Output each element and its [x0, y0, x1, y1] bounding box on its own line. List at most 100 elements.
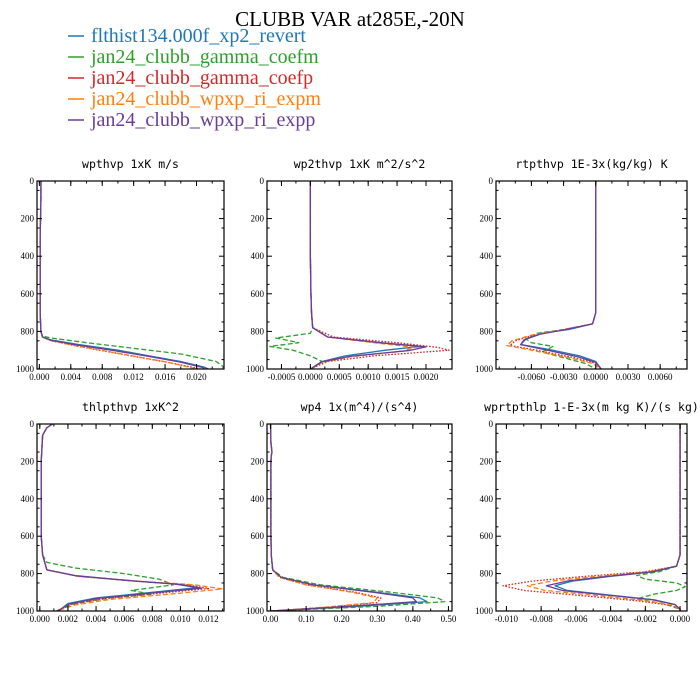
- panel-2: wp2thvp 1xK m^2/s^2 0 200 400 600 800 1000-0.0…: [246, 157, 453, 382]
- panel-title: wp2thvp 1xK m^2/s^2: [294, 157, 426, 171]
- y-tick-label: 400: [251, 494, 265, 504]
- x-tick-label: 0.30: [369, 614, 385, 624]
- plot-frame: [495, 423, 688, 612]
- plot-frame: [36, 180, 225, 370]
- series-line-5: [309, 181, 427, 369]
- y-tick-label: 800: [480, 569, 494, 579]
- x-tick-label: 0.40: [405, 614, 421, 624]
- plot-frame: [266, 180, 453, 370]
- x-tick-label: 0.0030: [616, 372, 641, 382]
- y-tick-label: 200: [480, 456, 494, 466]
- plot-frame: [266, 423, 453, 612]
- series-line-1: [39, 181, 209, 369]
- legend-entry: jan24_clubb_gamma_coefp: [68, 67, 313, 89]
- x-tick-label: 0.00: [263, 614, 279, 624]
- x-tick-label: 0.20: [334, 614, 350, 624]
- series-line-5: [40, 424, 203, 611]
- series-line-4: [526, 424, 681, 611]
- legend-entry: jan24_clubb_wpxp_ri_expp: [68, 109, 315, 131]
- x-tick-label: 0.000: [30, 614, 51, 624]
- y-tick-label: 600: [480, 531, 494, 541]
- plot-frame: [36, 423, 225, 612]
- y-tick-label: 0: [260, 176, 265, 186]
- series-line-2: [40, 424, 175, 611]
- y-tick-label: 1000: [16, 606, 35, 616]
- x-tick-label: 0.020: [186, 372, 207, 382]
- y-tick-label: 1000: [16, 364, 35, 374]
- y-tick-label: 800: [251, 569, 265, 579]
- series-group: [506, 181, 602, 369]
- y-tick-label: 400: [21, 251, 35, 261]
- y-tick-label: 200: [251, 456, 265, 466]
- y-tick-label: 0: [489, 176, 494, 186]
- x-tick-label: 0.0005: [327, 372, 352, 382]
- series-group: [269, 424, 446, 611]
- panel-6: wprtpthlp 1-E-3x(m kg K)/(s kg) 0 200 400 60…: [475, 400, 699, 624]
- series-line-2: [269, 181, 323, 369]
- series-line-2: [269, 424, 446, 611]
- x-tick-label: 0.004: [61, 372, 82, 382]
- x-tick-label: -0.010: [495, 614, 519, 624]
- x-tick-label: -0.004: [599, 614, 623, 624]
- x-tick-label: 0.002: [58, 614, 78, 624]
- x-tick-label: -0.0005: [268, 372, 296, 382]
- y-tick-label: 200: [480, 214, 494, 224]
- y-tick-label: 800: [21, 569, 35, 579]
- legend-label: flthist134.000f_xp2_revert: [91, 25, 306, 47]
- x-tick-label: -0.008: [530, 614, 554, 624]
- series-line-4: [39, 181, 197, 369]
- series-line-5: [520, 181, 602, 369]
- x-tick-label: 0.000: [670, 614, 691, 624]
- x-tick-label: -0.006: [564, 614, 588, 624]
- x-tick-label: -0.0030: [550, 372, 578, 382]
- x-tick-label: 0.0020: [414, 372, 439, 382]
- series-line-3: [39, 181, 201, 369]
- y-tick-label: 1000: [246, 364, 265, 374]
- x-tick-label: 0.0015: [385, 372, 410, 382]
- y-tick-label: 1000: [475, 364, 494, 374]
- y-tick-label: 400: [480, 494, 494, 504]
- y-tick-label: 200: [251, 214, 265, 224]
- series-line-2: [525, 181, 597, 369]
- x-tick-label: 0.10: [298, 614, 314, 624]
- y-tick-label: 400: [21, 494, 35, 504]
- y-tick-label: 1000: [475, 606, 494, 616]
- y-tick-label: 800: [21, 326, 35, 336]
- y-tick-label: 200: [21, 214, 35, 224]
- series-group: [502, 424, 686, 611]
- plot-frame: [495, 180, 688, 370]
- x-tick-label: 0.012: [198, 614, 218, 624]
- y-tick-label: 200: [21, 456, 35, 466]
- y-tick-label: 1000: [246, 606, 265, 616]
- y-tick-label: 600: [21, 289, 35, 299]
- series-line-4: [40, 424, 224, 611]
- series-line-1: [520, 181, 602, 369]
- series-line-5: [545, 424, 681, 611]
- x-tick-label: -0.0060: [518, 372, 546, 382]
- legend-label: jan24_clubb_wpxp_ri_expp: [90, 109, 315, 131]
- y-tick-label: 400: [251, 251, 265, 261]
- series-line-3: [269, 424, 382, 611]
- y-tick-label: 600: [251, 531, 265, 541]
- legend-entry: jan24_clubb_wpxp_ri_expm: [68, 88, 321, 110]
- legend: flthist134.000f_xp2_revertjan24_clubb_ga…: [68, 25, 321, 131]
- y-tick-label: 600: [251, 289, 265, 299]
- y-tick-label: 600: [480, 289, 494, 299]
- series-line-3: [40, 424, 210, 611]
- panel-title: rtpthvp 1E-3x(kg/kg) K: [515, 157, 667, 171]
- figure-title: CLUBB VAR at285E,-20N: [235, 7, 465, 31]
- series-line-5: [39, 181, 205, 369]
- panel-3: rtpthvp 1E-3x(kg/kg) K 0 200 400 600 800 1000 -…: [475, 157, 688, 382]
- x-tick-label: 0.016: [155, 372, 176, 382]
- series-group: [40, 424, 224, 611]
- series-group: [269, 181, 450, 369]
- legend-entry: jan24_clubb_gamma_coefm: [68, 46, 319, 68]
- y-tick-label: 0: [260, 419, 265, 429]
- x-tick-label: 0.0060: [648, 372, 673, 382]
- x-tick-label: 0.008: [92, 372, 113, 382]
